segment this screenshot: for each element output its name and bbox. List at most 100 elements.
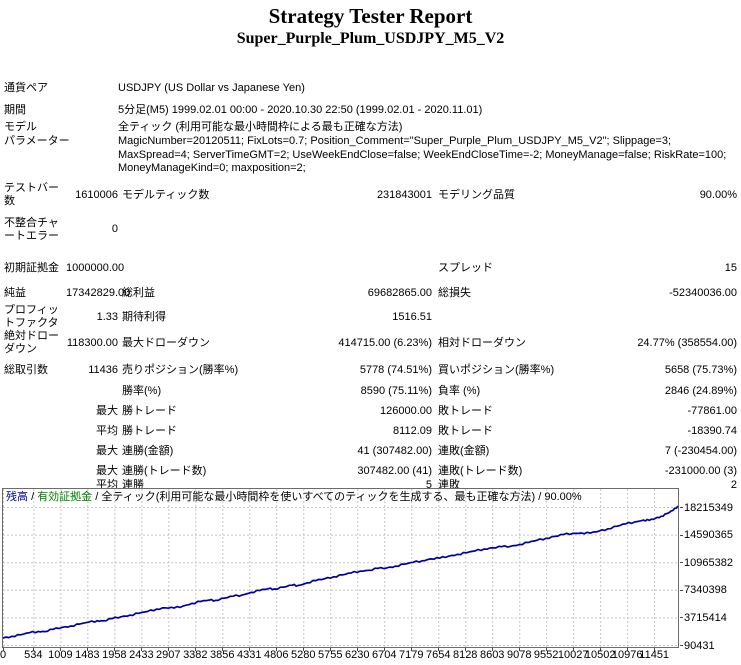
stat-label: 不整合チャートエラー	[4, 216, 59, 242]
legend-separator: /	[538, 491, 545, 503]
x-axis-label: 5280	[291, 649, 316, 661]
info-label: 期間	[4, 104, 26, 116]
y-axis-label: 90431	[684, 639, 715, 652]
x-tick-mark	[303, 648, 305, 651]
stat-label: モデルティック数	[122, 188, 210, 201]
stat-label: 総利益	[122, 287, 155, 299]
x-axis-label: 1483	[75, 649, 100, 661]
legend-quality: 90.00%	[544, 491, 582, 503]
stat-value: -52340036.00	[669, 287, 737, 299]
x-tick-mark	[492, 648, 494, 651]
table-row: 初期証拠金 1000000.00 スプレッド 15	[4, 262, 737, 275]
x-axis-label: 3382	[183, 649, 208, 661]
stat-label: 総取引数	[4, 364, 48, 376]
x-axis-label: 6704	[371, 649, 397, 661]
table-row: 総取引数 11436 売りポジション(勝率%) 5778 (74.51%) 買いポジショ…	[4, 364, 737, 377]
legend-balance-label: 残高	[6, 491, 28, 503]
x-tick-mark	[249, 648, 251, 651]
stat-value: -18390.74	[687, 425, 737, 437]
stat-value: 17342829.00	[66, 287, 131, 299]
x-axis-label: 10976	[611, 649, 643, 661]
balance-chart-plot	[2, 488, 679, 648]
x-axis-label: 11451	[639, 649, 670, 661]
stat-value: 1610006	[75, 188, 118, 201]
legend-separator: /	[31, 491, 38, 503]
y-axis-label: 7340398	[684, 584, 727, 597]
stat-value: 307482.00 (41)	[357, 465, 432, 477]
legend-model-label: 全ティック(利用可能な最小時間枠を使いすべてのティックを生成する、最も正確な方法…	[101, 491, 536, 503]
stat-value: -231000.00 (3)	[664, 465, 737, 477]
x-tick-mark	[33, 648, 35, 651]
chart-border	[2, 488, 679, 648]
table-row: 最大 連勝(トレード数) 307482.00 (41) 連敗(トレード数) -23100…	[4, 465, 737, 478]
stat-value: 5658 (75.73%)	[664, 364, 737, 376]
info-row: 期間 5分足(M5) 1999.02.01 00:00 - 2020.10.30 …	[4, 104, 737, 117]
x-tick-mark	[654, 648, 656, 651]
stat-label: 勝トレード	[122, 425, 177, 437]
info-label: パラメーター	[4, 135, 70, 147]
x-tick-mark	[438, 648, 440, 651]
report-subtitle: Super_Purple_Plum_USDJPY_M5_V2	[236, 30, 505, 47]
stat-value: 最大	[96, 445, 118, 457]
x-axis-label: 0	[0, 649, 7, 661]
x-tick-mark	[60, 648, 62, 651]
table-row: テストバー数 1610006 モデルティック数 231843001 モデリング品質 90.…	[4, 182, 737, 208]
x-axis-label: 4331	[237, 649, 262, 661]
stat-value: 90.00%	[699, 188, 737, 201]
stat-label: 総損失	[438, 287, 471, 299]
x-axis-label: 7654	[426, 649, 451, 661]
table-row: 絶対ドローダウン 118300.00 最大ドローダウン 414715.00 (6.23…	[4, 330, 737, 356]
y-axis-label: 18215349	[684, 501, 733, 514]
stat-label: 相対ドローダウン	[438, 336, 526, 349]
x-tick-mark	[465, 648, 467, 651]
info-label: モデル	[4, 121, 37, 133]
table-row: 勝率(%) 8590 (75.11%) 負率 (%) 2846 (24.89%)	[4, 385, 737, 398]
stat-value: 15	[724, 262, 737, 274]
x-axis-label: 2433	[129, 649, 154, 661]
x-tick-mark	[195, 648, 197, 651]
stat-value: 2	[730, 479, 737, 491]
page-title: Strategy Tester Report	[268, 4, 473, 28]
stat-value: 5	[425, 479, 432, 491]
x-axis-label: 10502	[584, 649, 616, 661]
stat-value: 最大	[96, 465, 118, 477]
stats-table: テストバー数 1610006 モデルティック数 231843001 モデリング品質 90.…	[4, 182, 737, 492]
stat-value: 最大	[96, 405, 118, 417]
stat-label: 連勝(金額)	[122, 445, 174, 457]
x-tick-mark	[222, 648, 224, 651]
stat-value: -77861.00	[687, 405, 737, 417]
stat-value: 1.33	[96, 310, 118, 323]
x-tick-mark	[141, 648, 143, 651]
info-value: 5分足(M5) 1999.02.01 00:00 - 2020.10.30 22…	[118, 104, 483, 116]
stat-value: 24.77% (358554.00)	[637, 336, 737, 349]
stat-label: 勝トレード	[122, 405, 177, 417]
x-tick-mark	[330, 648, 332, 651]
stat-label: 連敗(トレード数)	[438, 465, 523, 477]
x-tick-mark	[600, 648, 602, 651]
stat-label: 連敗(金額)	[438, 445, 490, 457]
x-axis-label: 8128	[452, 649, 478, 661]
stat-label: 連勝(トレード数)	[122, 465, 207, 477]
stat-value: 126000.00	[380, 405, 432, 417]
x-tick-mark	[87, 648, 89, 651]
info-row: パラメーター MagicNumber=20120511; FixLots=0.7;…	[4, 135, 737, 176]
info-table: 通貨ペア USDJPY (US Dollar vs Japanese Yen) 期間…	[4, 82, 737, 176]
table-row: プロフィットファクタ 1.33 期待利得 1516.51	[4, 304, 737, 330]
stat-label: 敗トレード	[438, 425, 493, 437]
info-value: 全ティック (利用可能な最小時間枠による最も正確な方法)	[118, 121, 403, 133]
info-row: 通貨ペア USDJPY (US Dollar vs Japanese Yen)	[4, 82, 737, 95]
chart-legend: 残高 / 有効証拠金 / 全ティック(利用可能な最小時間枠を使いすべてのティック…	[6, 491, 582, 503]
info-value: USDJPY (US Dollar vs Japanese Yen)	[118, 82, 305, 94]
x-tick-mark	[546, 648, 548, 651]
stat-label: モデリング品質	[438, 188, 515, 201]
info-label: 通貨ペア	[4, 82, 48, 94]
y-axis-label: 3715414	[684, 611, 727, 624]
x-tick-mark	[357, 648, 359, 651]
x-tick-mark	[3, 648, 4, 651]
stat-value: 1000000.00	[66, 262, 125, 274]
y-axis-label: 10965382	[684, 556, 733, 569]
x-tick-mark	[276, 648, 278, 651]
x-tick-mark	[627, 648, 629, 651]
x-tick-mark	[519, 648, 521, 651]
